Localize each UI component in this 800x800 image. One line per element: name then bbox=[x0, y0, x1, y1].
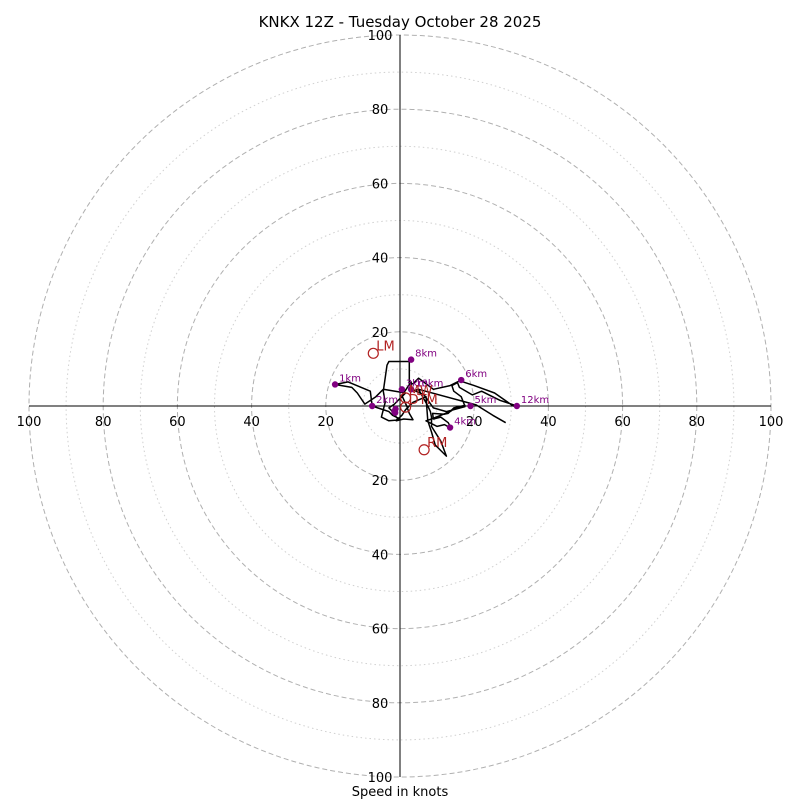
height-point-5km bbox=[467, 402, 474, 410]
height-label-2km: 2km bbox=[376, 395, 398, 406]
axis-tick-labels: 20 20 20 20 40 40 40 40 60 60 60 60 80 80 80 80 100 100 10… bbox=[17, 29, 784, 786]
tick-label-bottom-40: 40 bbox=[372, 548, 389, 563]
chart-title: KNKX 12Z - Tuesday October 28 2025 bbox=[259, 13, 542, 31]
height-point-8km bbox=[407, 356, 415, 363]
tick-label-top-100: 100 bbox=[368, 29, 393, 44]
height-label-4km: 4km bbox=[454, 417, 476, 428]
height-point-2km bbox=[368, 402, 376, 410]
height-point-unlabeled-11 bbox=[392, 405, 399, 413]
marker-label-lm: LM bbox=[376, 339, 394, 354]
height-label-6km: 6km bbox=[465, 369, 487, 380]
tick-label-bottom-100: 100 bbox=[368, 771, 393, 786]
height-point-12km bbox=[513, 402, 521, 410]
marker-label-mw: MW bbox=[409, 384, 433, 399]
height-label-12km: 12km bbox=[521, 395, 549, 406]
marker-rm bbox=[418, 444, 430, 456]
marker-dtm bbox=[399, 401, 412, 413]
tick-label-right-100: 100 bbox=[759, 415, 784, 430]
height-label-1km: 1km bbox=[339, 373, 361, 384]
height-point-4km bbox=[446, 424, 454, 431]
tick-label-top-40: 40 bbox=[372, 252, 389, 267]
height-label-8km: 8km bbox=[415, 349, 437, 360]
tick-label-left-20: 20 bbox=[318, 415, 335, 430]
x-axis-label: Speed in knots bbox=[352, 785, 449, 800]
height-label-5km: 5km bbox=[474, 395, 496, 406]
tick-label-bottom-60: 60 bbox=[372, 623, 389, 638]
height-label-10km: 10km bbox=[415, 378, 443, 389]
tick-label-top-60: 60 bbox=[372, 177, 389, 192]
marker-mw bbox=[399, 392, 412, 404]
tick-label-left-40: 40 bbox=[243, 415, 260, 430]
tick-label-right-40: 40 bbox=[540, 415, 557, 430]
tick-label-bottom-20: 20 bbox=[372, 474, 389, 489]
height-point-10km bbox=[407, 386, 415, 393]
tick-label-right-60: 60 bbox=[614, 415, 631, 430]
marker-label-rm: RM bbox=[427, 436, 447, 451]
tick-label-right-80: 80 bbox=[689, 415, 706, 430]
height-point-1km bbox=[331, 381, 339, 388]
tick-label-left-100: 100 bbox=[17, 415, 42, 430]
tick-label-bottom-80: 80 bbox=[372, 697, 389, 712]
marker-lm bbox=[367, 347, 379, 359]
tick-label-top-80: 80 bbox=[372, 103, 389, 118]
tick-label-right-20: 20 bbox=[466, 415, 483, 430]
tick-label-top-20: 20 bbox=[372, 326, 389, 341]
hodograph-trace bbox=[334, 360, 518, 457]
height-point-3km bbox=[398, 386, 406, 393]
tick-label-left-80: 80 bbox=[95, 415, 112, 430]
tick-label-left-60: 60 bbox=[169, 415, 186, 430]
height-point-6km bbox=[458, 376, 465, 384]
height-points: 1km 2km 3km 4km 5km 6km 8km 10km 12km bbox=[331, 349, 549, 431]
marker-label-dtm: DTM bbox=[409, 393, 438, 408]
height-label-3km: 3km bbox=[406, 378, 428, 389]
